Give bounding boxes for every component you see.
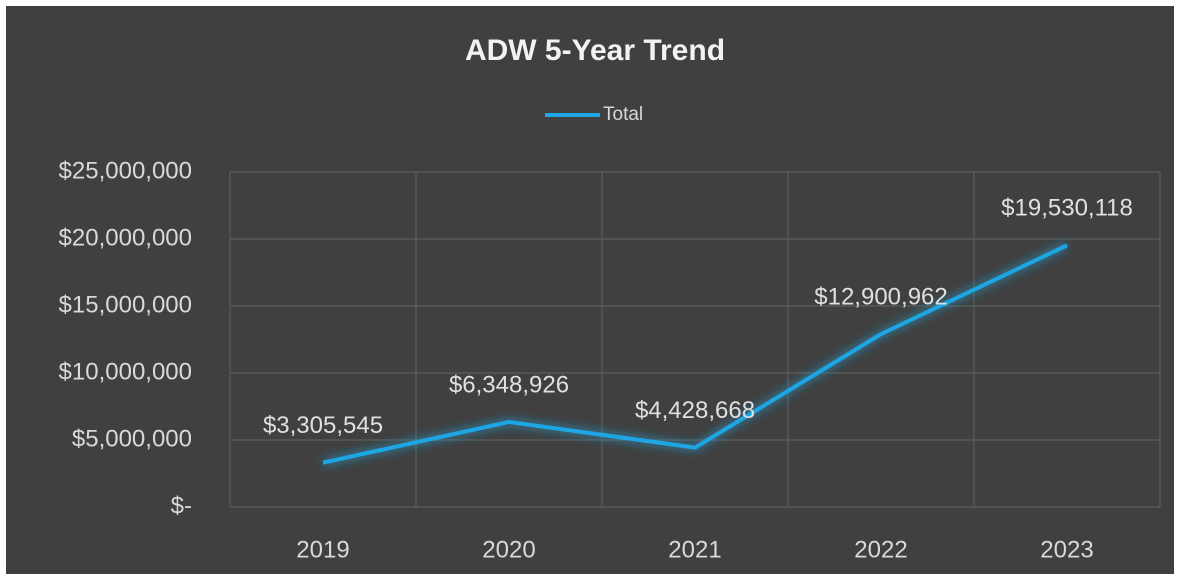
x-tick-label: 2021 bbox=[668, 536, 721, 563]
x-tick-label: 2019 bbox=[296, 536, 349, 563]
y-tick-label: $10,000,000 bbox=[59, 358, 192, 385]
y-tick-label: $20,000,000 bbox=[59, 224, 192, 251]
chart-title: ADW 5-Year Trend bbox=[465, 34, 725, 67]
x-tick-label: 2023 bbox=[1040, 536, 1093, 563]
chart-background bbox=[6, 6, 1174, 574]
data-label: $19,530,118 bbox=[1001, 195, 1133, 222]
data-label: $4,428,668 bbox=[635, 397, 755, 424]
legend-label: Total bbox=[603, 104, 643, 125]
data-label: $6,348,926 bbox=[449, 371, 569, 398]
y-tick-label: $5,000,000 bbox=[72, 425, 192, 452]
x-tick-label: 2022 bbox=[854, 536, 907, 563]
y-tick-label: $25,000,000 bbox=[59, 157, 192, 184]
y-tick-label: $15,000,000 bbox=[59, 291, 192, 318]
data-line bbox=[322, 243, 1068, 465]
x-tick-label: 2020 bbox=[482, 536, 535, 563]
data-label: $3,305,545 bbox=[263, 412, 383, 439]
y-tick-label: $- bbox=[171, 492, 192, 519]
data-label: $12,900,962 bbox=[814, 283, 947, 310]
